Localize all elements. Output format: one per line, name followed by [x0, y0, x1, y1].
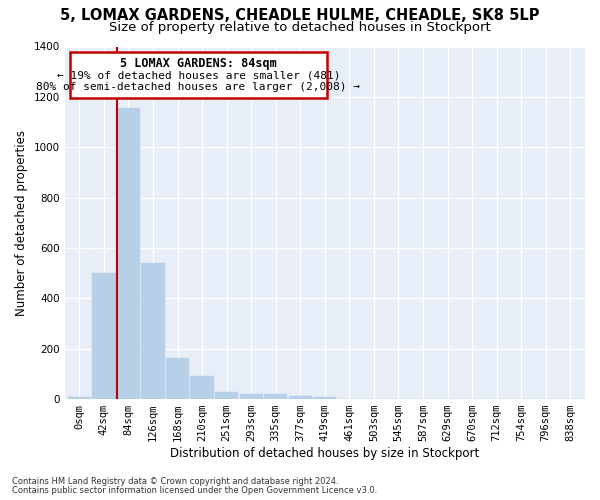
- Text: Size of property relative to detached houses in Stockport: Size of property relative to detached ho…: [109, 21, 491, 34]
- Bar: [289, 396, 312, 399]
- Bar: [190, 376, 214, 399]
- Bar: [166, 358, 189, 399]
- Text: 5, LOMAX GARDENS, CHEADLE HULME, CHEADLE, SK8 5LP: 5, LOMAX GARDENS, CHEADLE HULME, CHEADLE…: [60, 8, 540, 22]
- Bar: [142, 263, 164, 399]
- FancyBboxPatch shape: [70, 52, 327, 98]
- X-axis label: Distribution of detached houses by size in Stockport: Distribution of detached houses by size …: [170, 447, 479, 460]
- Text: Contains HM Land Registry data © Crown copyright and database right 2024.: Contains HM Land Registry data © Crown c…: [12, 477, 338, 486]
- Bar: [313, 396, 337, 399]
- Text: ← 19% of detached houses are smaller (481): ← 19% of detached houses are smaller (48…: [56, 70, 340, 81]
- Bar: [92, 273, 116, 399]
- Bar: [239, 394, 263, 399]
- Y-axis label: Number of detached properties: Number of detached properties: [15, 130, 28, 316]
- Bar: [117, 108, 140, 399]
- Text: 80% of semi-detached houses are larger (2,008) →: 80% of semi-detached houses are larger (…: [37, 82, 361, 92]
- Bar: [215, 392, 238, 399]
- Bar: [68, 396, 91, 399]
- Text: 5 LOMAX GARDENS: 84sqm: 5 LOMAX GARDENS: 84sqm: [120, 56, 277, 70]
- Text: Contains public sector information licensed under the Open Government Licence v3: Contains public sector information licen…: [12, 486, 377, 495]
- Bar: [264, 394, 287, 399]
